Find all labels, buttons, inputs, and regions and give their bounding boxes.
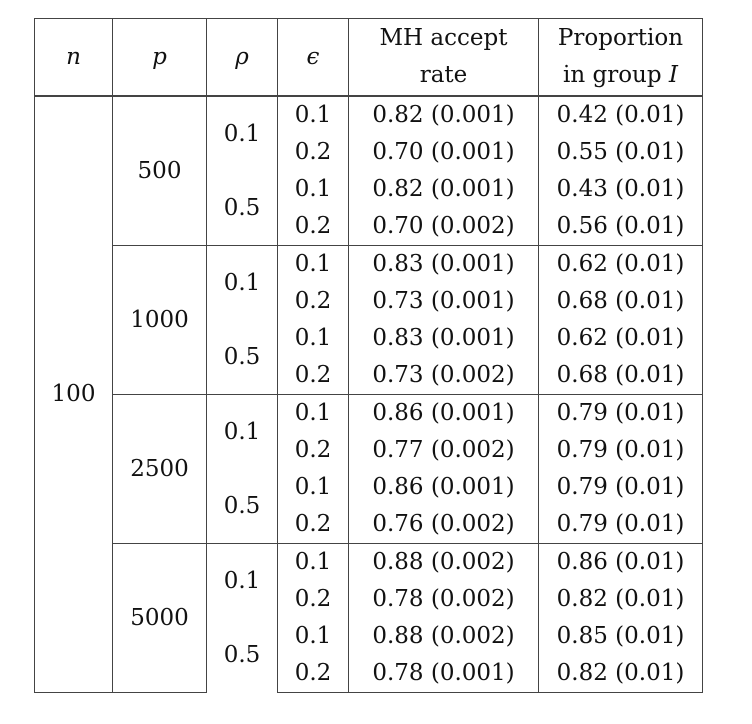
cell-epsilon: 0.1 — [277, 618, 349, 655]
header-p: p — [112, 18, 207, 97]
cell-epsilon: 0.1 — [277, 543, 349, 581]
cell-epsilon: 0.1 — [277, 320, 349, 357]
cell-epsilon: 0.2 — [277, 208, 349, 246]
cell-mh-accept-rate: 0.83 (0.001) — [348, 245, 539, 283]
cell-proportion: 0.62 (0.01) — [538, 245, 703, 283]
cell-p: 1000 — [112, 245, 207, 395]
cell-epsilon: 0.1 — [277, 171, 349, 208]
cell-epsilon: 0.1 — [277, 469, 349, 506]
table-row: 0.5 0.1 0.83 (0.001) 0.62 (0.01) — [35, 320, 703, 395]
cell-epsilon: 0.2 — [277, 357, 349, 395]
table-row: 0.5 0.1 0.88 (0.002) 0.85 (0.01) — [35, 618, 703, 693]
table-row: 0.2 0.78 (0.002) 0.82 (0.01) — [35, 581, 703, 618]
header-prop-line2: in group I — [563, 62, 678, 88]
cell-rho: 0.1 — [206, 245, 278, 320]
table-body: 100 500 0.1 0.1 0.82 (0.001) 0.42 (0.01) 0.2 0.… — [34, 95, 703, 693]
header-mh-line1: MH accept — [379, 25, 508, 51]
cell-rho: 0.1 — [206, 95, 278, 171]
header-mh-accept-rate: MH accept rate — [348, 18, 539, 97]
cell-mh-accept-rate: 0.88 (0.002) — [348, 618, 539, 655]
header-n: n — [34, 18, 113, 97]
header-proportion: Proportion in group I — [538, 18, 703, 97]
cell-rho: 0.5 — [206, 469, 278, 544]
cell-epsilon: 0.1 — [277, 394, 349, 432]
cell-mh-accept-rate: 0.82 (0.001) — [348, 171, 539, 208]
cell-proportion: 0.55 (0.01) — [538, 134, 703, 171]
cell-epsilon: 0.1 — [277, 245, 349, 283]
cell-proportion: 0.82 (0.01) — [538, 581, 703, 618]
header-prop-line1: Proportion — [557, 25, 684, 51]
cell-mh-accept-rate: 0.86 (0.001) — [348, 394, 539, 432]
cell-rho: 0.5 — [206, 320, 278, 395]
table-row: 0.2 0.77 (0.002) 0.79 (0.01) — [35, 432, 703, 469]
cell-mh-accept-rate: 0.73 (0.002) — [348, 357, 539, 395]
cell-proportion: 0.68 (0.01) — [538, 357, 703, 395]
cell-epsilon: 0.1 — [277, 95, 349, 134]
cell-mh-accept-rate: 0.73 (0.001) — [348, 283, 539, 320]
header-epsilon: ϵ — [277, 18, 349, 97]
cell-rho: 0.5 — [206, 618, 278, 693]
cell-mh-accept-rate: 0.70 (0.002) — [348, 208, 539, 246]
table-row: 5000 0.1 0.1 0.88 (0.002) 0.86 (0.01) — [35, 543, 703, 693]
cell-mh-accept-rate: 0.78 (0.001) — [348, 655, 539, 693]
table-row: 1000 0.1 0.1 0.83 (0.001) 0.62 (0.01) — [35, 245, 703, 395]
table-row: 2500 0.1 0.1 0.86 (0.001) 0.79 (0.01) — [35, 394, 703, 544]
cell-rho: 0.5 — [206, 171, 278, 246]
cell-rho: 0.1 — [206, 394, 278, 469]
table-row: 0.2 0.76 (0.002) 0.79 (0.01) — [35, 506, 703, 544]
cell-p: 500 — [112, 95, 207, 246]
table-row: 0.2 0.73 (0.001) 0.68 (0.01) — [35, 283, 703, 320]
cell-proportion: 0.85 (0.01) — [538, 618, 703, 655]
cell-mh-accept-rate: 0.88 (0.002) — [348, 543, 539, 581]
header-row: n p ρ ϵ MH accept rate Proportion in gro… — [34, 18, 703, 97]
table-row: 0.2 0.70 (0.002) 0.56 (0.01) — [35, 208, 703, 246]
cell-epsilon: 0.2 — [277, 283, 349, 320]
cell-epsilon: 0.2 — [277, 506, 349, 544]
cell-proportion: 0.82 (0.01) — [538, 655, 703, 693]
cell-mh-accept-rate: 0.83 (0.001) — [348, 320, 539, 357]
results-table: n p ρ ϵ MH accept rate Proportion in gro… — [34, 18, 703, 693]
cell-proportion: 0.79 (0.01) — [538, 432, 703, 469]
cell-proportion: 0.86 (0.01) — [538, 543, 703, 581]
cell-p: 2500 — [112, 394, 207, 544]
table-row: 0.5 0.1 0.82 (0.001) 0.43 (0.01) — [35, 171, 703, 246]
cell-rho: 0.1 — [206, 543, 278, 618]
cell-proportion: 0.79 (0.01) — [538, 469, 703, 506]
cell-proportion: 0.43 (0.01) — [538, 171, 703, 208]
cell-proportion: 0.79 (0.01) — [538, 394, 703, 432]
header-mh-line2: rate — [419, 62, 468, 88]
header-rho: ρ — [206, 18, 278, 97]
cell-epsilon: 0.2 — [277, 581, 349, 618]
cell-mh-accept-rate: 0.78 (0.002) — [348, 581, 539, 618]
cell-mh-accept-rate: 0.77 (0.002) — [348, 432, 539, 469]
table-row: 0.2 0.78 (0.001) 0.82 (0.01) — [35, 655, 703, 693]
cell-mh-accept-rate: 0.86 (0.001) — [348, 469, 539, 506]
cell-proportion: 0.56 (0.01) — [538, 208, 703, 246]
cell-n: 100 — [34, 95, 113, 693]
cell-epsilon: 0.2 — [277, 432, 349, 469]
cell-proportion: 0.68 (0.01) — [538, 283, 703, 320]
cell-mh-accept-rate: 0.70 (0.001) — [348, 134, 539, 171]
cell-p: 5000 — [112, 543, 207, 693]
table-row: 100 500 0.1 0.1 0.82 (0.001) 0.42 (0.01) — [34, 95, 703, 693]
cell-proportion: 0.42 (0.01) — [538, 95, 703, 134]
cell-proportion: 0.62 (0.01) — [538, 320, 703, 357]
cell-mh-accept-rate: 0.76 (0.002) — [348, 506, 539, 544]
cell-epsilon: 0.2 — [277, 134, 349, 171]
table-row: 0.2 0.70 (0.001) 0.55 (0.01) — [35, 134, 703, 171]
cell-mh-accept-rate: 0.82 (0.001) — [348, 95, 539, 134]
table-row: 0.5 0.1 0.86 (0.001) 0.79 (0.01) — [35, 469, 703, 544]
table-row: 0.2 0.73 (0.002) 0.68 (0.01) — [35, 357, 703, 395]
cell-proportion: 0.79 (0.01) — [538, 506, 703, 544]
cell-epsilon: 0.2 — [277, 655, 349, 693]
